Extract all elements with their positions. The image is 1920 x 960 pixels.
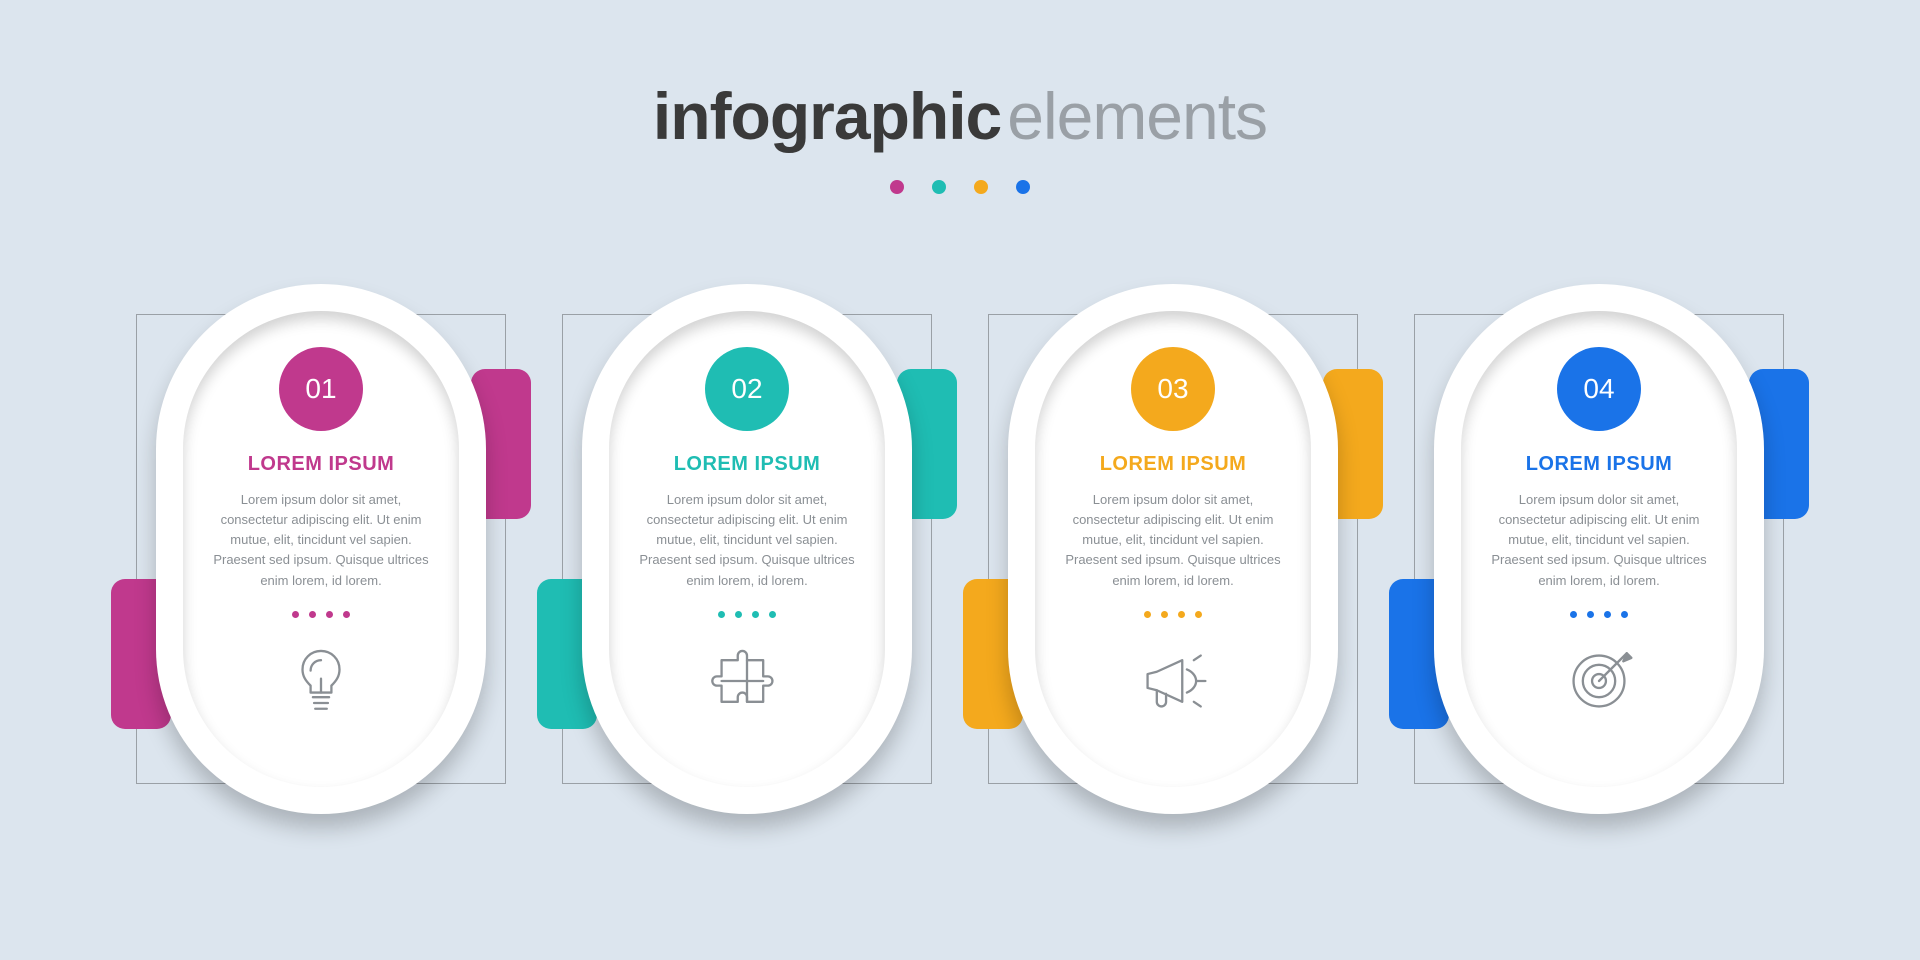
palette-dot-2	[932, 180, 946, 194]
palette-dot-1	[890, 180, 904, 194]
number-badge: 02	[705, 347, 789, 431]
card-3: 03 LOREM IPSUM Lorem ipsum dolor sit amet,…	[988, 284, 1358, 814]
card-title: LOREM IPSUM	[248, 453, 395, 476]
ring-inner: 01 LOREM IPSUM Lorem ipsum dolor sit amet,…	[183, 311, 459, 787]
mini-dot	[326, 611, 333, 618]
mini-dot	[1621, 611, 1628, 618]
mini-dots	[1570, 611, 1628, 618]
title-light: elements	[1007, 78, 1267, 154]
mini-dot	[1195, 611, 1202, 618]
palette-dot-4	[1016, 180, 1030, 194]
title-bold: infographic	[653, 78, 1001, 154]
puzzle-icon	[710, 644, 784, 718]
card-1: 01 LOREM IPSUM Lorem ipsum dolor sit amet,…	[136, 284, 506, 814]
palette-dot-3	[974, 180, 988, 194]
page-title: infographic elements	[653, 78, 1267, 154]
mini-dot	[718, 611, 725, 618]
mini-dots	[718, 611, 776, 618]
card-body: Lorem ipsum dolor sit amet, consectetur …	[1063, 490, 1283, 591]
ring-inner: 02 LOREM IPSUM Lorem ipsum dolor sit amet,…	[609, 311, 885, 787]
megaphone-icon	[1136, 644, 1210, 718]
mini-dot	[1161, 611, 1168, 618]
mini-dot	[735, 611, 742, 618]
mini-dot	[292, 611, 299, 618]
infographic-canvas: infographic elements 01 LOREM IPSUM Lorem …	[0, 0, 1920, 960]
card-title: LOREM IPSUM	[1526, 453, 1673, 476]
card-body: Lorem ipsum dolor sit amet, consectetur …	[211, 490, 431, 591]
card-body: Lorem ipsum dolor sit amet, consectetur …	[1489, 490, 1709, 591]
mini-dot	[343, 611, 350, 618]
card-4: 04 LOREM IPSUM Lorem ipsum dolor sit amet,…	[1414, 284, 1784, 814]
ring-inner: 03 LOREM IPSUM Lorem ipsum dolor sit amet,…	[1035, 311, 1311, 787]
lightbulb-icon	[284, 644, 358, 718]
ring-inner: 04 LOREM IPSUM Lorem ipsum dolor sit amet,…	[1461, 311, 1737, 787]
card-body: Lorem ipsum dolor sit amet, consectetur …	[637, 490, 857, 591]
target-icon	[1562, 644, 1636, 718]
mini-dot	[752, 611, 759, 618]
mini-dot	[1178, 611, 1185, 618]
mini-dot	[769, 611, 776, 618]
cards-row: 01 LOREM IPSUM Lorem ipsum dolor sit amet,…	[136, 284, 1784, 814]
number-badge: 03	[1131, 347, 1215, 431]
mini-dot	[1570, 611, 1577, 618]
mini-dots	[1144, 611, 1202, 618]
number-badge: 04	[1557, 347, 1641, 431]
mini-dot	[1587, 611, 1594, 618]
card-title: LOREM IPSUM	[1100, 453, 1247, 476]
number-badge: 01	[279, 347, 363, 431]
palette-dots	[890, 180, 1030, 194]
mini-dots	[292, 611, 350, 618]
mini-dot	[309, 611, 316, 618]
mini-dot	[1144, 611, 1151, 618]
mini-dot	[1604, 611, 1611, 618]
card-title: LOREM IPSUM	[674, 453, 821, 476]
card-2: 02 LOREM IPSUM Lorem ipsum dolor sit amet,…	[562, 284, 932, 814]
